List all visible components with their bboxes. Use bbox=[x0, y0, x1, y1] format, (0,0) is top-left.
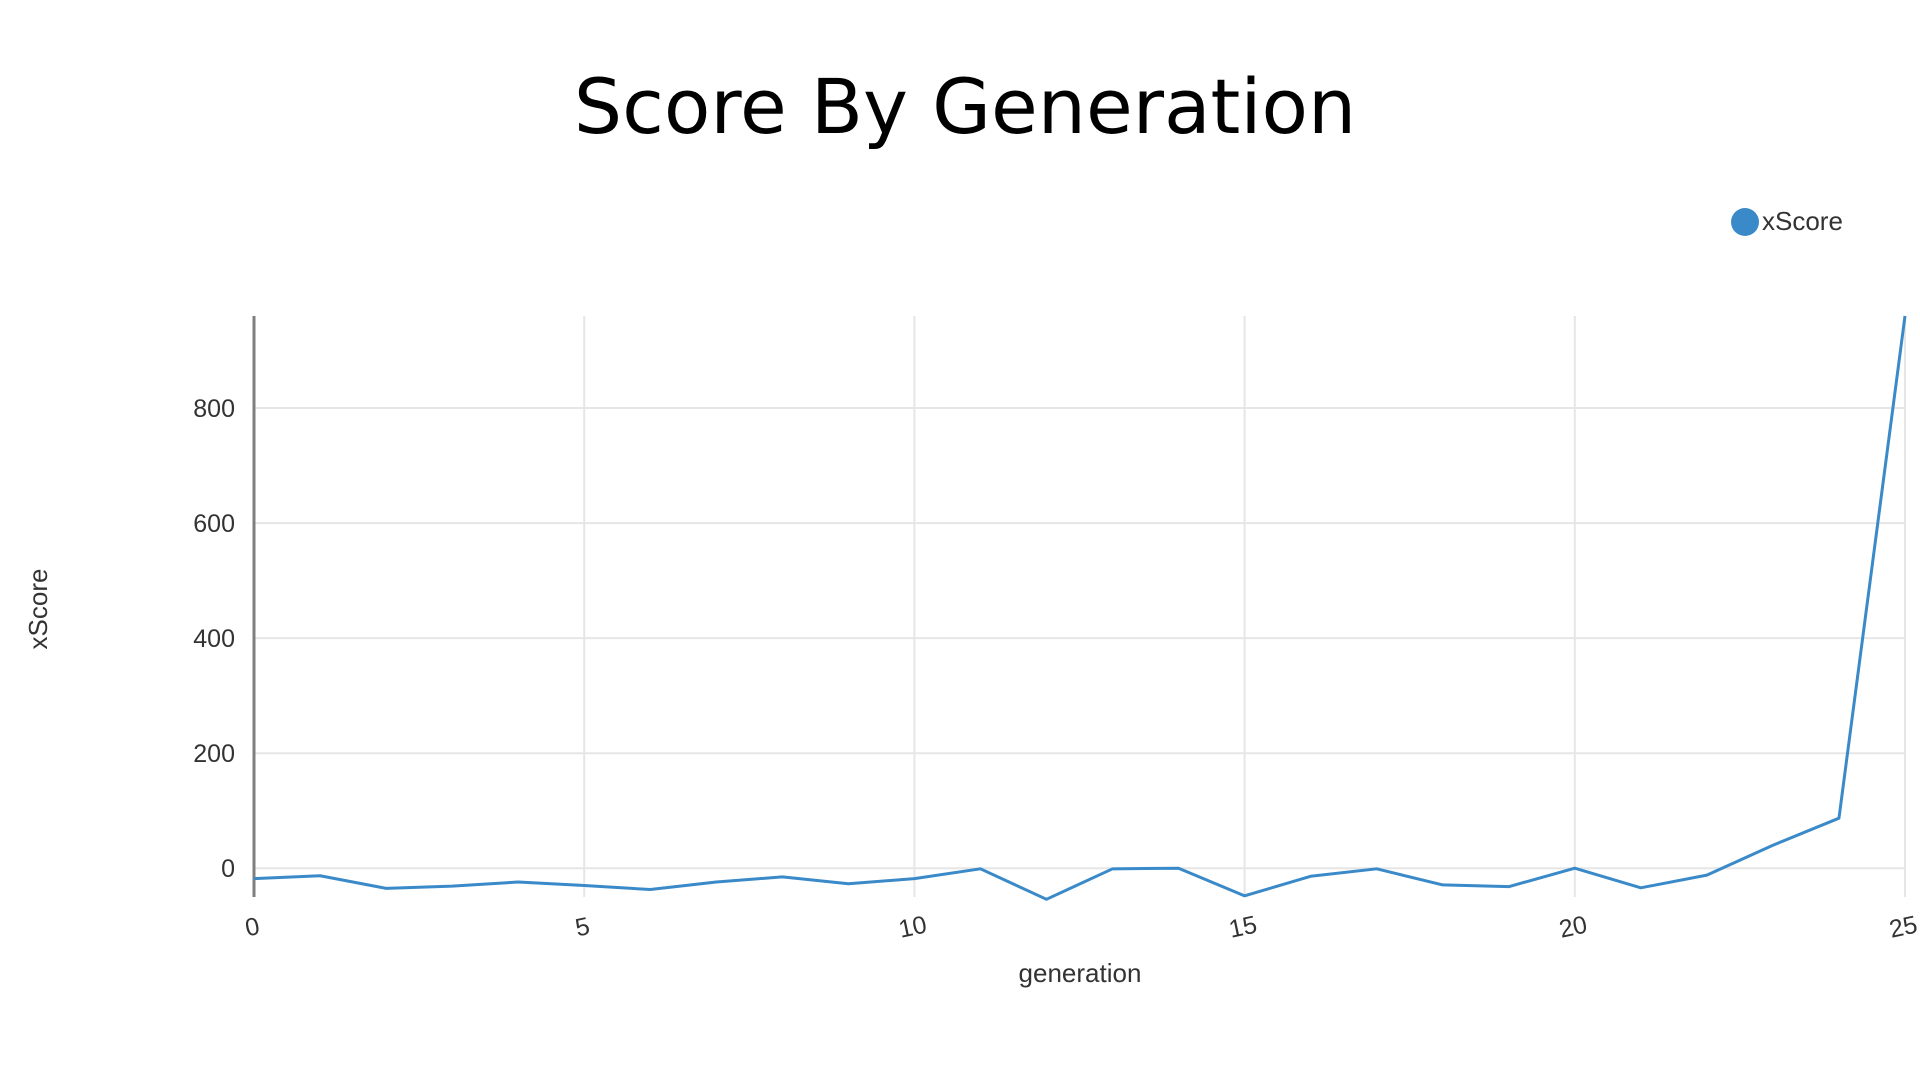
series-lines bbox=[253, 315, 1907, 901]
y-axis-title: xScore bbox=[23, 569, 53, 650]
x-tick-label: 20 bbox=[1557, 911, 1590, 944]
y-tick-label: 800 bbox=[193, 395, 235, 423]
y-tick-label: 600 bbox=[193, 510, 235, 538]
y-tick-label: 200 bbox=[193, 740, 235, 768]
x-tick-label: 10 bbox=[896, 911, 929, 944]
y-tick-label: 0 bbox=[221, 855, 235, 883]
legend-label: xScore bbox=[1762, 206, 1843, 236]
legend-marker-icon bbox=[1731, 207, 1759, 236]
x-tick-label: 0 bbox=[243, 912, 262, 942]
y-tick-label: 400 bbox=[193, 625, 235, 653]
grid-lines bbox=[253, 316, 1906, 897]
x-tick-label: 15 bbox=[1226, 911, 1259, 944]
x-axis-title: generation bbox=[1019, 958, 1142, 988]
series-line-xScore bbox=[253, 315, 1907, 901]
chart-title: Score By Generation bbox=[573, 62, 1357, 151]
x-tick-label: 5 bbox=[573, 912, 592, 942]
y-tick-labels: 0 200 400 600 800 bbox=[193, 395, 235, 883]
legend: xScore bbox=[1731, 206, 1843, 237]
x-tick-label: 25 bbox=[1887, 911, 1920, 944]
x-tick-labels: 0 5 10 15 20 25 bbox=[243, 911, 1920, 944]
